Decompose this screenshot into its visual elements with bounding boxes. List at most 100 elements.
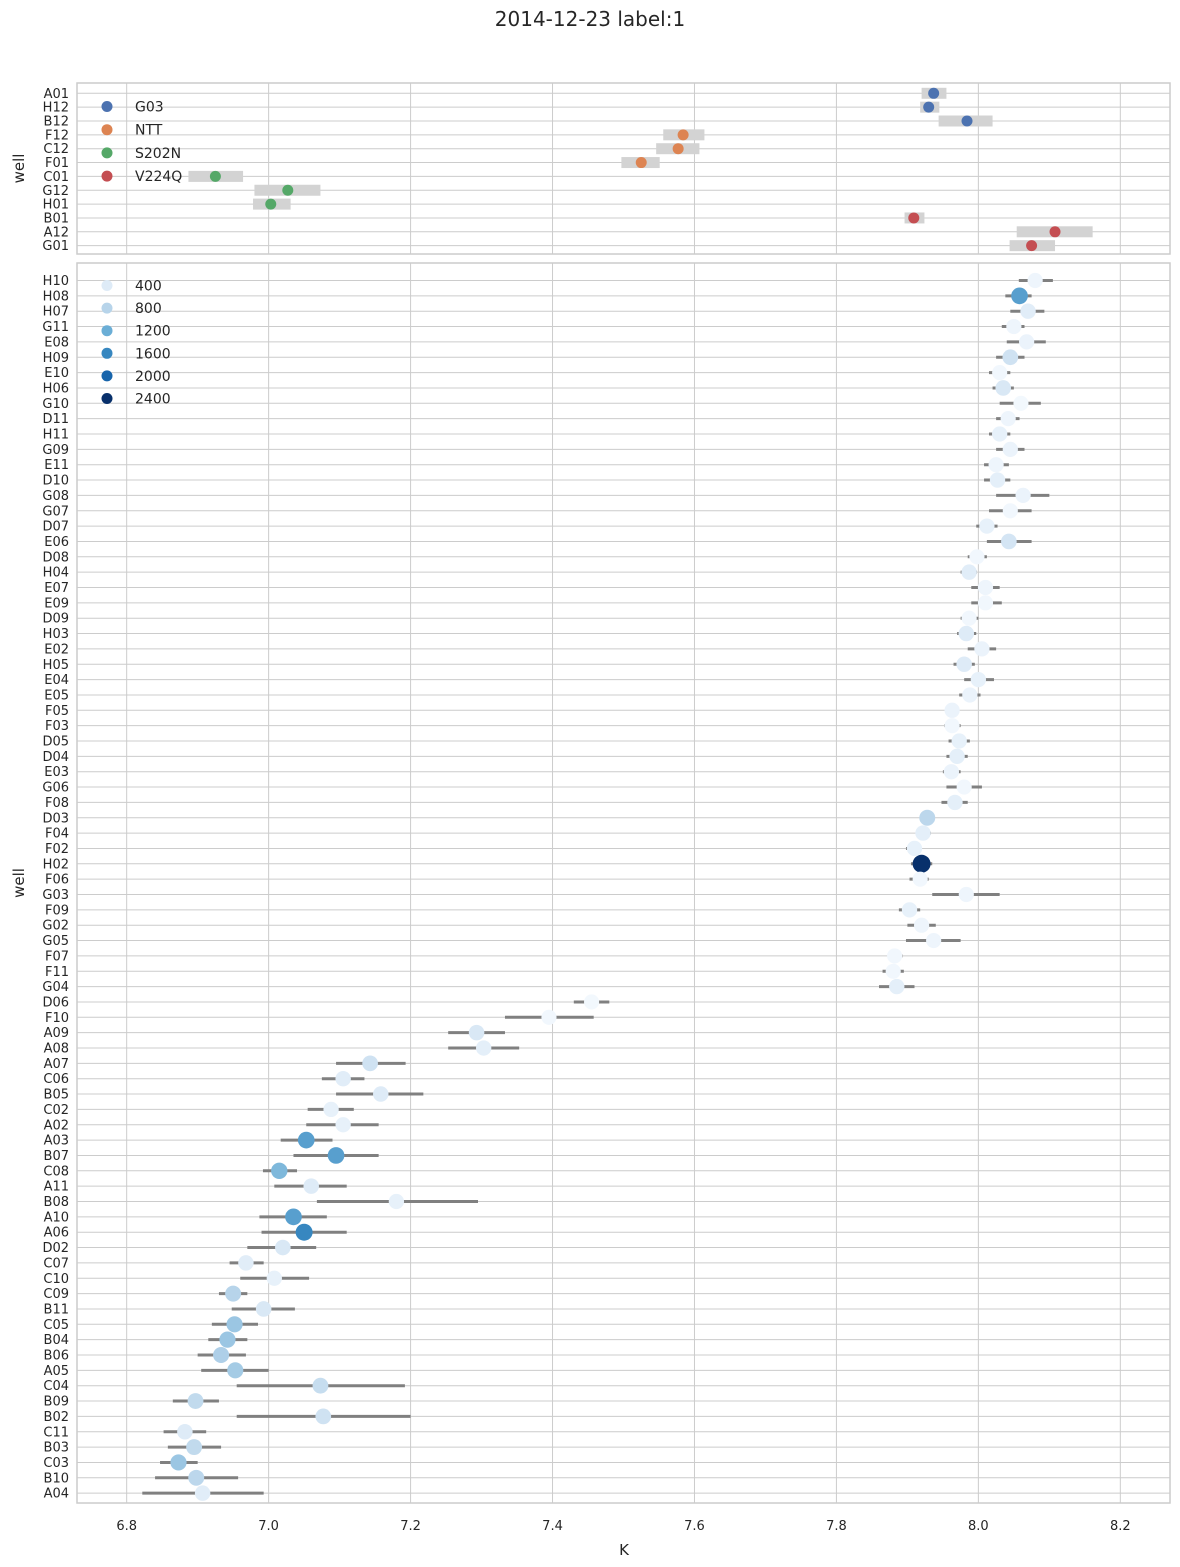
y-tick-label: H01: [43, 198, 69, 213]
data-point: [170, 1454, 187, 1471]
data-point: [913, 917, 930, 933]
legend-marker: [101, 147, 113, 159]
data-point: [255, 1301, 272, 1317]
data-point: [282, 184, 294, 196]
data-point: [961, 564, 977, 580]
legend-marker: [101, 347, 113, 359]
data-point: [1002, 349, 1019, 366]
y-tick-label: A02: [44, 1118, 69, 1133]
y-tick-label: D06: [42, 995, 69, 1010]
y-tick-label: B03: [44, 1441, 69, 1456]
data-point: [977, 579, 994, 596]
y-tick-label: F09: [45, 903, 69, 918]
legend-label: V224Q: [135, 169, 182, 185]
data-point: [928, 87, 940, 99]
y-tick-label: B06: [44, 1349, 69, 1364]
data-point: [915, 825, 931, 841]
x-axis-label: K: [619, 1541, 630, 1559]
data-point: [335, 1117, 351, 1133]
y-tick-label: E03: [44, 765, 69, 780]
data-point: [989, 472, 1006, 488]
legend-label: 1600: [135, 346, 171, 362]
y-tick-label: E07: [44, 581, 69, 596]
data-point: [1013, 395, 1029, 411]
data-point: [1049, 226, 1061, 238]
y-tick-label: A05: [44, 1364, 69, 1379]
x-tick-label: 6.8: [116, 1519, 137, 1534]
y-tick-label: H05: [43, 658, 69, 673]
data-point: [958, 886, 974, 903]
y-tick-label: G12: [42, 184, 69, 199]
legend-marker: [101, 101, 113, 112]
y-tick-label: A09: [44, 1026, 69, 1041]
data-point: [912, 854, 931, 873]
y-tick-label: H06: [43, 381, 69, 396]
data-point: [908, 212, 920, 224]
y-tick-label: B09: [44, 1395, 69, 1410]
x-tick-label: 8.0: [968, 1519, 989, 1534]
data-point: [225, 1285, 242, 1302]
legend-marker: [101, 370, 113, 382]
y-tick-label: G02: [42, 919, 69, 934]
data-point: [672, 143, 684, 155]
legend-label: 2000: [135, 369, 171, 385]
data-point: [227, 1362, 244, 1379]
data-point: [944, 702, 960, 718]
data-point: [992, 365, 1008, 381]
y-tick-label: B11: [44, 1302, 69, 1317]
data-point: [988, 457, 1004, 473]
data-point: [186, 1439, 203, 1456]
data-point: [951, 733, 967, 749]
data-point: [1006, 318, 1022, 335]
y-tick-label: A08: [44, 1042, 69, 1057]
data-point: [1019, 334, 1035, 350]
data-point: [373, 1086, 389, 1102]
data-point: [974, 641, 990, 657]
y-tick-label: B04: [44, 1333, 69, 1348]
y-tick-label: C10: [43, 1272, 69, 1287]
y-tick-label: E04: [44, 673, 69, 688]
legend-marker: [101, 325, 113, 337]
y-tick-label: C05: [43, 1318, 69, 1333]
y-tick-label: C09: [43, 1287, 69, 1302]
data-point: [943, 764, 960, 780]
y-tick-label: B07: [44, 1149, 69, 1164]
data-point: [912, 871, 928, 887]
y-tick-label: E10: [44, 366, 69, 381]
legend-label: S202N: [135, 146, 181, 162]
x-tick-label: 7.2: [400, 1519, 421, 1534]
data-point: [297, 1131, 315, 1149]
y-tick-label: A03: [44, 1134, 69, 1149]
y-tick-label: D03: [42, 811, 69, 826]
data-point: [1001, 533, 1017, 550]
y-tick-label: H07: [43, 305, 69, 320]
y-tick-label: D05: [42, 735, 69, 750]
data-point: [188, 1469, 205, 1486]
y-tick-label: F11: [45, 965, 69, 980]
y-tick-label: F04: [45, 827, 69, 842]
y-tick-label: C01: [43, 170, 69, 185]
data-point: [271, 1162, 288, 1179]
y-tick-label: F05: [45, 704, 69, 719]
y-tick-label: A06: [44, 1226, 69, 1241]
data-point: [238, 1255, 254, 1271]
data-point: [958, 625, 975, 642]
y-tick-label: F02: [45, 842, 69, 857]
data-point: [335, 1070, 351, 1087]
data-point: [1011, 287, 1028, 305]
y-tick-label: G05: [42, 934, 69, 949]
data-point: [362, 1055, 378, 1072]
legend-label: 1200: [135, 324, 171, 340]
x-tick-label: 7.4: [542, 1519, 563, 1534]
data-point: [226, 1316, 243, 1333]
data-point: [285, 1208, 302, 1226]
y-axis-label: well: [10, 868, 28, 898]
y-tick-label: G04: [42, 980, 69, 995]
y-tick-label: B12: [44, 115, 69, 130]
data-point: [1002, 503, 1018, 519]
y-tick-label: B01: [44, 211, 69, 226]
bottom-panel: H10H08H07G11E08H09E10H06G10D11H11G09E11D…: [10, 262, 1171, 1534]
y-tick-label: G07: [42, 504, 69, 519]
